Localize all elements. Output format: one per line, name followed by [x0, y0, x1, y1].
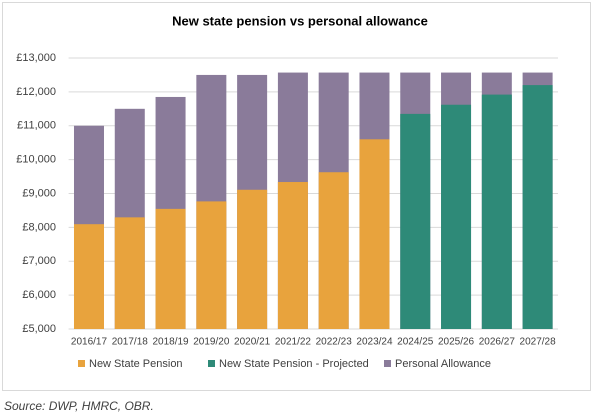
- legend-swatch: [384, 360, 391, 367]
- x-tick-label: 2026/27: [479, 337, 516, 348]
- bar: [359, 139, 390, 329]
- bar: [441, 104, 472, 329]
- chart-title: New state pension vs personal allowance: [172, 13, 428, 28]
- bar: [277, 182, 308, 329]
- bar: [73, 224, 104, 329]
- y-tick-label: £11,000: [17, 120, 56, 132]
- x-tick-label: 2016/17: [71, 337, 108, 348]
- source-note: Source: DWP, HMRC, OBR.: [4, 399, 154, 413]
- bar: [237, 189, 268, 329]
- y-tick-label: £7,000: [22, 255, 56, 267]
- x-tick-label: 2020/21: [234, 337, 271, 348]
- x-tick-label: 2017/18: [112, 337, 149, 348]
- x-tick-label: 2019/20: [193, 337, 230, 348]
- bar: [522, 85, 553, 329]
- legend-label: New State Pension: [89, 358, 183, 370]
- legend-swatch: [208, 360, 215, 367]
- x-tick-label: 2023/24: [356, 337, 393, 348]
- bar: [481, 94, 512, 330]
- y-tick-label: £9,000: [22, 187, 56, 199]
- bar: [318, 172, 349, 329]
- y-tick-label: £6,000: [22, 289, 56, 301]
- bar: [196, 201, 227, 329]
- y-tick-label: £8,000: [22, 221, 56, 233]
- x-tick-label: 2025/26: [438, 337, 475, 348]
- bar: [155, 208, 186, 329]
- x-tick-label: 2027/28: [520, 337, 557, 348]
- y-tick-label: £12,000: [16, 86, 56, 98]
- bar: [400, 113, 431, 329]
- bar: [114, 217, 145, 329]
- x-tick-label: 2018/19: [152, 337, 189, 348]
- y-tick-label: £5,000: [22, 323, 56, 335]
- y-tick-label: £10,000: [16, 154, 56, 166]
- x-tick-label: 2022/23: [316, 337, 353, 348]
- legend-label: Personal Allowance: [395, 358, 491, 370]
- x-tick-label: 2024/25: [397, 337, 434, 348]
- y-tick-label: £13,000: [16, 52, 56, 64]
- legend-swatch: [78, 360, 85, 367]
- legend-label: New State Pension - Projected: [219, 358, 369, 370]
- x-tick-label: 2021/22: [275, 337, 312, 348]
